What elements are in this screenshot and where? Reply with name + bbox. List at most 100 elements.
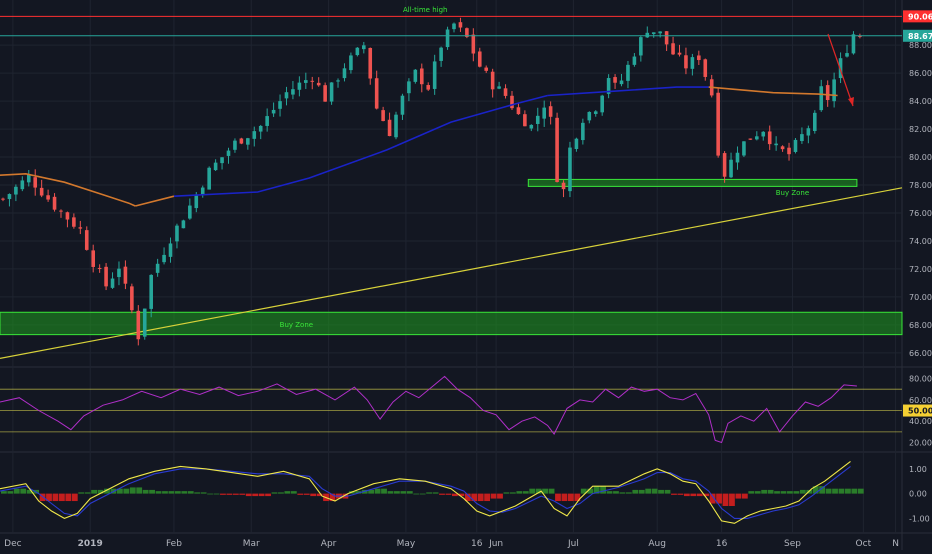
macd-histogram-bar bbox=[458, 493, 465, 497]
candle-body bbox=[342, 68, 347, 79]
candle-body bbox=[690, 57, 695, 69]
candle-body bbox=[832, 79, 836, 102]
macd-histogram-bar bbox=[812, 486, 819, 494]
macd-histogram-bar bbox=[632, 489, 639, 494]
macd-histogram-bar bbox=[780, 491, 787, 494]
candle-body bbox=[194, 194, 199, 209]
y-tick-label: 76.00 bbox=[909, 209, 932, 218]
macd-histogram-bar bbox=[329, 493, 336, 502]
macd-histogram-bar bbox=[104, 488, 110, 494]
macd-histogram-bar bbox=[716, 493, 722, 504]
macd-histogram-bar bbox=[290, 491, 297, 494]
macd-histogram-bar bbox=[651, 488, 658, 494]
candle-body bbox=[600, 95, 604, 113]
macd-histogram-bar bbox=[819, 486, 826, 494]
macd-histogram-bar bbox=[477, 493, 484, 502]
candle-body bbox=[510, 95, 514, 109]
candle-body bbox=[97, 267, 102, 269]
candle-body bbox=[136, 310, 141, 340]
candle-body bbox=[419, 68, 424, 85]
x-tick-label: 2019 bbox=[78, 539, 103, 549]
candle-body bbox=[651, 32, 656, 35]
macd-histogram-bar bbox=[162, 491, 168, 494]
macd-histogram-bar bbox=[799, 489, 806, 494]
candle-body bbox=[742, 141, 746, 156]
candle-body bbox=[548, 106, 553, 117]
macd-tick-label: 0.00 bbox=[909, 490, 927, 499]
macd-histogram-bar bbox=[52, 493, 59, 502]
macd-histogram-bar bbox=[142, 489, 149, 494]
macd-histogram-bar bbox=[754, 491, 761, 494]
candle-body bbox=[374, 78, 379, 109]
macd-histogram-bar bbox=[387, 491, 394, 494]
macd-histogram-bar bbox=[116, 488, 123, 494]
macd-histogram-bar bbox=[168, 491, 175, 494]
macd-histogram-bar bbox=[703, 493, 710, 497]
candle-body bbox=[291, 89, 295, 95]
candle-body bbox=[632, 56, 637, 65]
candle-body bbox=[845, 53, 849, 57]
macd-histogram-bar bbox=[355, 491, 362, 494]
macd-histogram-bar bbox=[239, 493, 246, 495]
macd-histogram-bar bbox=[232, 493, 239, 495]
candle-body bbox=[46, 195, 50, 200]
candle-body bbox=[574, 138, 579, 149]
candle-body bbox=[587, 111, 592, 121]
signal-line bbox=[0, 460, 851, 524]
macd-histogram-bar bbox=[857, 488, 864, 494]
macd-histogram-bar bbox=[91, 489, 97, 494]
candle-body bbox=[490, 71, 495, 90]
candle-body bbox=[78, 227, 83, 229]
macd-histogram-bar bbox=[432, 492, 439, 494]
y-tick-label: 84.00 bbox=[909, 97, 932, 106]
candle-body bbox=[800, 134, 804, 142]
macd-histogram-bar bbox=[787, 491, 793, 494]
macd-histogram-bar bbox=[368, 489, 375, 494]
rsi-panel bbox=[0, 375, 902, 444]
macd-histogram-bar bbox=[658, 489, 664, 494]
candle-body bbox=[130, 286, 134, 311]
candle-body bbox=[7, 194, 12, 200]
macd-histogram-bar bbox=[561, 493, 568, 502]
macd-tick-label: 1.00 bbox=[909, 465, 927, 474]
candle-body bbox=[761, 131, 766, 137]
macd-histogram-bar bbox=[638, 489, 645, 494]
macd-histogram-bar bbox=[129, 487, 136, 494]
candle-body bbox=[432, 61, 437, 89]
forecast-arrow-head bbox=[848, 97, 854, 106]
macd-histogram-bar bbox=[838, 488, 845, 494]
candle-body bbox=[774, 143, 778, 146]
candle-body bbox=[780, 146, 785, 150]
macd-histogram-bar bbox=[735, 493, 742, 499]
macd-histogram-bar bbox=[845, 488, 851, 494]
candle-body bbox=[639, 37, 643, 56]
macd-histogram-bar bbox=[374, 488, 381, 494]
macd-histogram-bar bbox=[26, 489, 33, 494]
candle-body bbox=[72, 217, 76, 227]
candle-body bbox=[684, 55, 688, 69]
candle-body bbox=[65, 212, 70, 220]
candle-body bbox=[233, 140, 237, 150]
macd-histogram-bar bbox=[406, 491, 413, 494]
x-tick-label: Mar bbox=[243, 539, 260, 549]
candle-body bbox=[91, 250, 95, 267]
candle-body bbox=[297, 82, 302, 90]
rsi-tick-label: 20.00 bbox=[909, 439, 932, 448]
macd-histogram-bar bbox=[194, 492, 201, 494]
moving-average-line bbox=[173, 94, 548, 197]
macd-histogram-bar bbox=[683, 493, 690, 497]
macd-histogram-bar bbox=[767, 489, 774, 494]
x-tick-label: May bbox=[397, 539, 416, 549]
macd-histogram-bar bbox=[509, 492, 516, 494]
rsi-tick-label: 40.00 bbox=[909, 417, 932, 426]
candle-body bbox=[671, 43, 675, 55]
moving-average-line bbox=[0, 172, 136, 207]
support-trendline bbox=[0, 187, 903, 359]
candle-body bbox=[465, 28, 469, 37]
macd-histogram-bar bbox=[851, 488, 858, 494]
macd-histogram-bar bbox=[136, 487, 143, 494]
macd-histogram-bar bbox=[593, 486, 600, 494]
candle-body bbox=[175, 225, 179, 242]
candle-body bbox=[39, 187, 44, 196]
macd-histogram-bar bbox=[645, 488, 652, 494]
